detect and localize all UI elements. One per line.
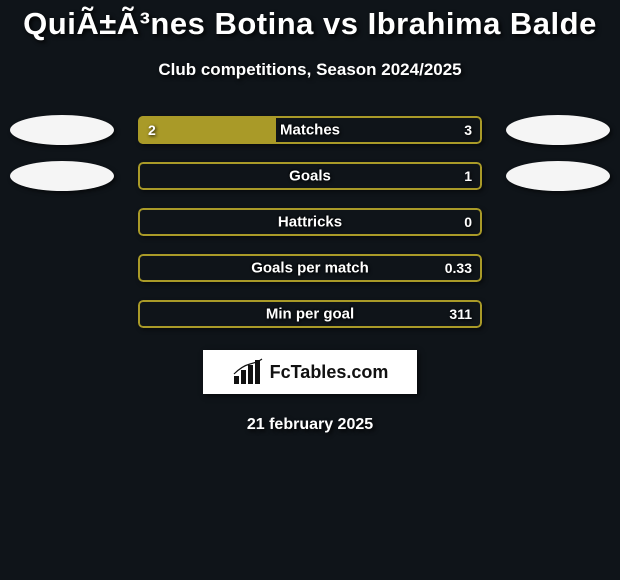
stat-right-value: 311 [449,306,472,322]
stat-bar: Goals per match 0.33 [138,254,482,282]
right-oval [506,115,610,145]
stat-right-value: 3 [464,122,472,138]
left-oval [10,115,114,145]
stat-bar-fill [138,116,276,144]
stat-row: Min per goal 311 [0,300,620,328]
stat-right-value: 0.33 [445,260,472,276]
stat-row: Goals per match 0.33 [0,254,620,282]
right-oval [506,161,610,191]
stat-row: 2 Matches 3 [0,116,620,144]
stat-label: Min per goal [266,306,354,323]
bar-chart-icon [232,358,264,386]
stat-bar: 2 Matches 3 [138,116,482,144]
logo-text: FcTables.com [270,362,389,383]
page-title: QuiÃ±Ã³nes Botina vs Ibrahima Balde [0,6,620,42]
stat-label: Goals [289,168,331,185]
stat-label: Goals per match [251,260,369,277]
footer-logo: FcTables.com [203,350,417,394]
stat-right-value: 0 [464,214,472,230]
footer-date: 21 february 2025 [0,416,620,434]
stat-label: Hattricks [278,214,342,231]
stat-row: Hattricks 0 [0,208,620,236]
stat-bar: Hattricks 0 [138,208,482,236]
page-subtitle: Club competitions, Season 2024/2025 [0,60,620,80]
stat-bar: Goals 1 [138,162,482,190]
stat-right-value: 1 [464,168,472,184]
stat-left-value: 2 [148,122,156,138]
stat-bar: Min per goal 311 [138,300,482,328]
stats-container: 2 Matches 3 Goals 1 Hattricks 0 Goals per match… [0,116,620,328]
stat-row: Goals 1 [0,162,620,190]
left-oval [10,161,114,191]
stat-label: Matches [280,122,340,139]
